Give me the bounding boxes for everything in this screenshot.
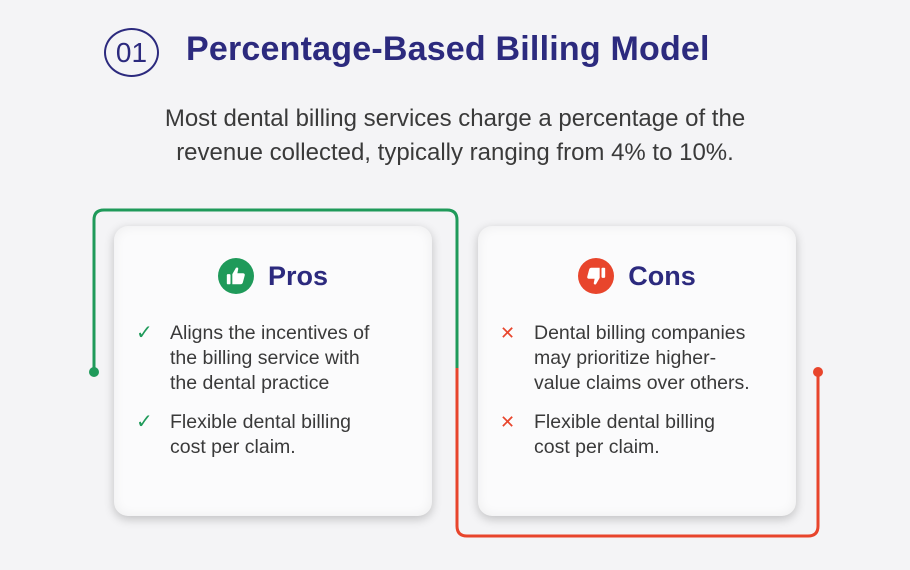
list-item-text: Aligns the incentives of the billing ser… <box>170 322 370 394</box>
cross-icon: ✕ <box>500 412 516 432</box>
cons-label: Cons <box>628 260 696 291</box>
list-item: ✕ Dental billing companies may prioritiz… <box>500 321 790 396</box>
page-title: Percentage-Based Billing Model <box>186 30 710 68</box>
header: 01 Percentage-Based Billing Model <box>0 22 910 82</box>
list-item-text: Flexible dental billing cost per claim. <box>170 411 352 458</box>
list-item: ✓ Flexible dental billing cost per claim… <box>136 410 426 460</box>
cons-connector-line <box>455 368 820 538</box>
list-item-text: Dental billing companies may prioritize … <box>534 322 750 394</box>
thumbs-down-icon <box>578 258 615 294</box>
section-number-badge: 01 <box>104 28 159 77</box>
intro-line-1: Most dental billing services charge a pe… <box>164 105 746 132</box>
list-item: ✕ Flexible dental billing cost per claim… <box>500 410 790 460</box>
thumbs-up-icon <box>217 258 254 294</box>
cons-list: ✕ Dental billing companies may prioritiz… <box>500 321 790 474</box>
pros-connector-dot <box>89 367 99 377</box>
pros-card: Pros ✓ Aligns the incentives of the bill… <box>114 226 432 516</box>
pros-header: Pros <box>114 258 432 294</box>
pros-label: Pros <box>267 260 329 291</box>
cons-header: Cons <box>478 258 796 294</box>
intro-line-2: revenue collected, typically ranging fro… <box>176 139 734 166</box>
pros-list: ✓ Aligns the incentives of the billing s… <box>136 321 426 474</box>
intro-text: Most dental billing services charge a pe… <box>80 102 830 170</box>
list-item-text: Flexible dental billing cost per claim. <box>534 411 716 458</box>
check-icon: ✓ <box>136 411 153 433</box>
cross-icon: ✕ <box>500 323 516 343</box>
check-icon: ✓ <box>136 322 153 344</box>
list-item: ✓ Aligns the incentives of the billing s… <box>136 321 426 396</box>
cons-connector-dot <box>813 367 823 377</box>
cons-card: Cons ✕ Dental billing companies may prio… <box>478 226 796 516</box>
pros-connector-line <box>92 208 459 372</box>
